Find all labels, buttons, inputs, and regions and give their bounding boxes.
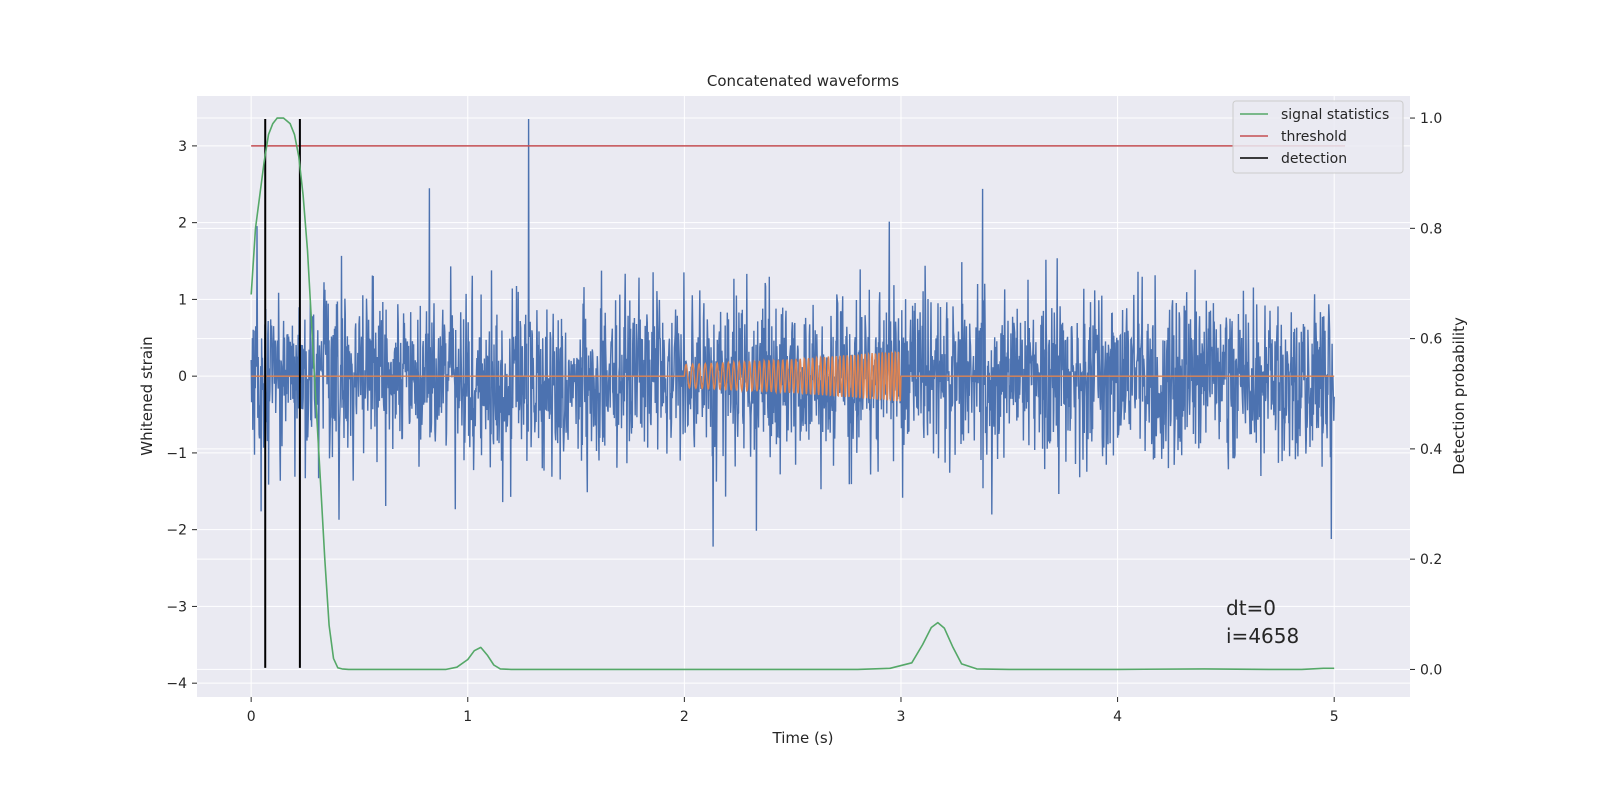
y-tick-label: 2 [178,216,187,232]
signal-statistics-series [250,117,1335,671]
y-tick-label: −4 [166,676,187,692]
y-tick-label: 1 [178,292,187,308]
y2-axis-label: Detection probability [1450,317,1468,475]
x-tick-label: 4 [1113,709,1122,725]
x-axis-label: Time (s) [772,729,834,747]
x-tick-label: 3 [897,709,906,725]
legend-label-threshold: threshold [1281,129,1347,145]
y-axis-left: −4 −3 −2 −1 0 1 2 3 [166,139,197,692]
x-tick-label: 1 [463,709,472,725]
annotation-dt: dt=0 [1226,596,1276,620]
x-tick-label: 5 [1330,709,1339,725]
y2-tick-label: 0.8 [1420,221,1442,237]
legend-box [1232,100,1404,174]
y-tick-label: −3 [166,599,187,615]
y-tick-label: 3 [178,139,187,155]
chirp-series [251,350,1335,402]
y-axis-right: 0.0 0.2 0.4 0.6 0.8 1.0 [1410,111,1442,678]
legend: signal statistics threshold detection [1232,100,1404,174]
y-tick-label: 0 [178,369,187,385]
y-tick-label: −1 [166,446,187,462]
y2-tick-label: 1.0 [1420,111,1442,127]
x-axis: 0 1 2 3 4 5 [247,697,1339,725]
legend-label-signal-statistics: signal statistics [1281,107,1389,123]
x-tick-label: 0 [247,709,256,725]
signal-statistics-line [250,117,1335,671]
detection-series [264,119,301,668]
y2-tick-label: 0.2 [1420,552,1442,568]
chart-title: Concatenated waveforms [707,72,899,90]
legend-label-detection: detection [1281,151,1347,167]
x-tick-label: 2 [680,709,689,725]
y-tick-label: −2 [166,523,187,539]
chirp-line [251,350,1335,402]
y2-tick-label: 0.4 [1420,442,1442,458]
annotation-i: i=4658 [1226,624,1299,648]
y-axis-label: Whitened strain [138,336,156,455]
y2-tick-label: 0.6 [1420,332,1442,348]
y2-tick-label: 0.0 [1420,662,1442,678]
